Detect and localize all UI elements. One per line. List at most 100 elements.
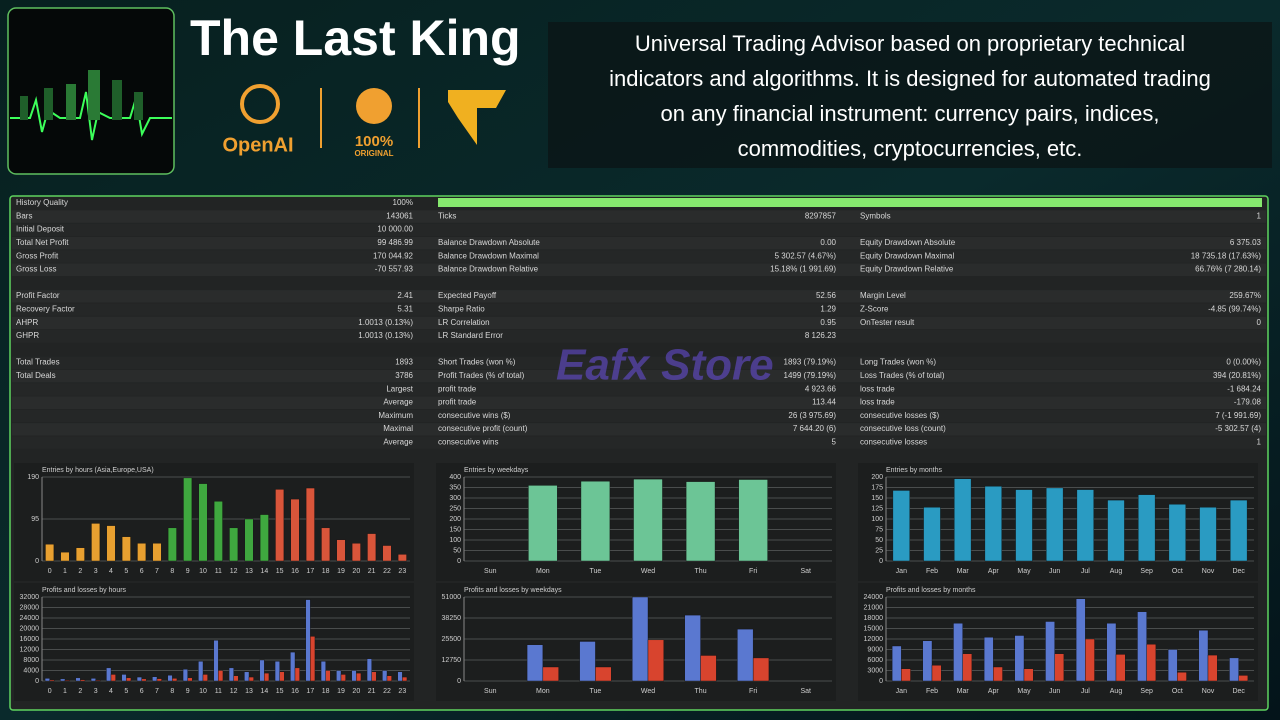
x-tick-label: 20 xyxy=(352,688,360,695)
report-label: Gross Loss xyxy=(16,265,56,274)
bar xyxy=(891,645,902,682)
y-tick-label: 24000 xyxy=(20,615,40,622)
report-value: 5 302.57 (4.67%) xyxy=(775,251,837,260)
x-tick-label: 10 xyxy=(199,688,207,695)
report-value: 8297857 xyxy=(805,211,837,220)
chart-title: Entries by hours (Asia,Europe,USA) xyxy=(42,467,154,474)
bar xyxy=(156,678,162,682)
bar xyxy=(397,671,403,682)
bar xyxy=(95,680,101,682)
report-value: 7 (-1 991.69) xyxy=(1215,411,1261,420)
bar xyxy=(121,536,131,562)
x-tick-label: 6 xyxy=(140,688,144,695)
bar xyxy=(922,640,933,682)
bar xyxy=(228,667,234,682)
bar xyxy=(1085,638,1095,682)
y-tick-label: 200 xyxy=(871,474,883,481)
y-tick-label: 9000 xyxy=(867,646,883,653)
report-value: 1893 xyxy=(395,358,413,367)
x-tick-label: 1 xyxy=(63,688,67,695)
y-tick-label: 0 xyxy=(879,558,883,565)
bar xyxy=(1177,672,1187,682)
report-label: Total Deals xyxy=(16,371,56,380)
y-tick-label: 4000 xyxy=(23,667,39,674)
report-value: 99 486.99 xyxy=(377,238,413,247)
bar xyxy=(305,487,315,562)
bar xyxy=(248,676,254,682)
report-label: consecutive profit (count) xyxy=(438,424,528,433)
bar xyxy=(202,674,208,682)
report-value: 66.76% (7 280.14) xyxy=(1195,265,1261,274)
report-value: -5 302.57 (4) xyxy=(1215,424,1261,433)
x-tick-label: Thu xyxy=(695,688,707,695)
x-tick-label: Mar xyxy=(957,568,970,575)
description-line: indicators and algorithms. It is designe… xyxy=(609,66,1211,91)
x-tick-label: 7 xyxy=(155,688,159,695)
y-tick-label: 0 xyxy=(457,678,461,685)
bar xyxy=(633,478,663,562)
report-value: 6 375.03 xyxy=(1230,238,1262,247)
x-tick-label: 11 xyxy=(215,568,222,575)
x-tick-label: Mon xyxy=(536,568,550,575)
x-tick-label: Dec xyxy=(1232,688,1245,695)
x-tick-label: Feb xyxy=(926,568,938,575)
logo-box xyxy=(7,7,175,175)
report-value: 3786 xyxy=(395,371,413,380)
report-row xyxy=(12,356,1266,370)
report-value: 259.67% xyxy=(1229,291,1261,300)
report-value: 113.44 xyxy=(812,398,836,407)
bar xyxy=(275,489,285,562)
bar xyxy=(685,481,716,562)
x-tick-label: 16 xyxy=(291,688,299,695)
report-label: Gross Profit xyxy=(16,251,59,260)
x-tick-label: Jan xyxy=(896,568,907,575)
bar xyxy=(752,657,770,682)
x-tick-label: Nov xyxy=(1202,568,1215,575)
x-tick-label: 20 xyxy=(352,568,360,575)
y-tick-label: 50 xyxy=(875,537,883,544)
x-tick-label: 15 xyxy=(276,688,284,695)
x-tick-label: 19 xyxy=(337,688,345,695)
report-label: Recovery Factor xyxy=(16,305,75,314)
report-label: Balance Drawdown Maximal xyxy=(438,251,539,260)
bar xyxy=(367,533,377,562)
bar xyxy=(187,677,193,682)
x-tick-label: May xyxy=(1017,568,1031,575)
bar xyxy=(49,679,55,682)
x-tick-label: 5 xyxy=(124,688,128,695)
bar xyxy=(983,637,994,682)
y-tick-label: 38250 xyxy=(442,615,462,622)
chart-area xyxy=(858,583,1258,701)
report-value: 0.00 xyxy=(820,238,836,247)
x-tick-label: 13 xyxy=(245,568,253,575)
x-tick-label: Feb xyxy=(926,688,938,695)
bar xyxy=(325,670,331,682)
report-label: Ticks xyxy=(438,211,456,220)
y-tick-label: 12000 xyxy=(864,636,884,643)
bar xyxy=(310,636,316,682)
x-tick-label: Wed xyxy=(641,688,655,695)
x-tick-label: 8 xyxy=(170,688,174,695)
bar xyxy=(110,674,116,682)
x-tick-label: 11 xyxy=(215,688,222,695)
badge-percent: 100% xyxy=(355,133,393,150)
bar xyxy=(279,671,285,682)
bar xyxy=(386,675,392,682)
bar xyxy=(351,670,357,682)
bar xyxy=(962,653,973,682)
report-row xyxy=(12,409,1266,423)
badge-openai: OpenAI xyxy=(222,134,293,156)
bar xyxy=(1046,487,1064,562)
report-value: 1.0013 (0.13%) xyxy=(358,318,413,327)
bar xyxy=(526,644,544,682)
bar xyxy=(259,514,269,562)
x-tick-label: Dec xyxy=(1232,568,1245,575)
report-value: -70 557.93 xyxy=(375,265,414,274)
bar xyxy=(290,498,300,562)
bar xyxy=(1230,499,1248,562)
x-tick-label: Sep xyxy=(1140,568,1153,575)
bar xyxy=(336,670,342,682)
y-tick-label: 16000 xyxy=(20,636,40,643)
chart-title: Profits and losses by months xyxy=(886,587,976,594)
x-tick-label: Jul xyxy=(1081,568,1090,575)
